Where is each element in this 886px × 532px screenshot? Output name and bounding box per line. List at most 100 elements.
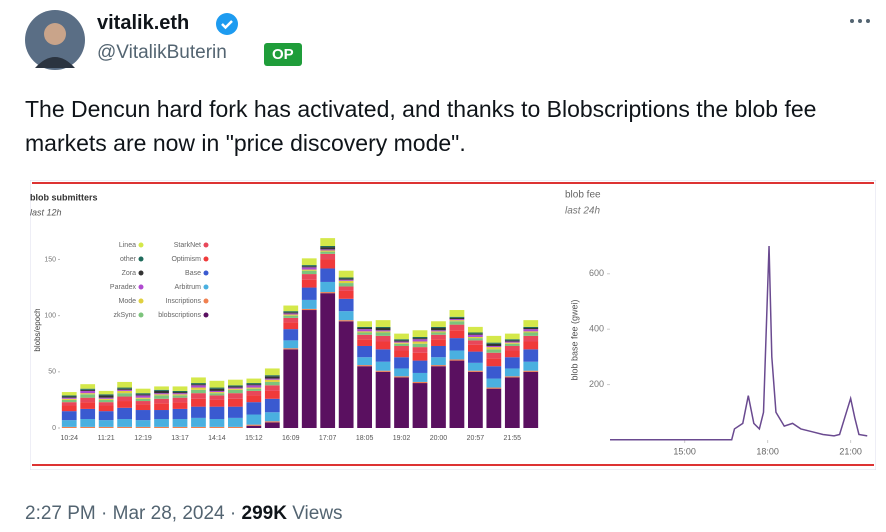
fee-line <box>610 246 868 441</box>
bar-segment <box>468 326 483 333</box>
bar-segment <box>191 393 206 399</box>
bar-segment <box>486 349 502 353</box>
bar-segment <box>98 399 114 403</box>
bar-segment <box>154 398 169 404</box>
x-tick-label: 21:55 <box>504 435 522 442</box>
bar-segment <box>375 371 391 428</box>
legend-label: Mode <box>118 298 136 305</box>
display-name[interactable]: vitalik.eth <box>97 12 190 34</box>
bar-segment <box>80 388 96 390</box>
bar-segment <box>394 341 409 343</box>
bar-segment <box>301 269 317 271</box>
bar-segment <box>172 392 188 394</box>
bar-segment <box>523 328 539 330</box>
chart-image[interactable]: blob submitters last 12h blobs/epoch 0 50 100… <box>30 180 876 470</box>
y-axis-label: blobs/epoch <box>33 308 42 351</box>
bar-segment <box>468 333 483 335</box>
bar-segment <box>504 350 520 358</box>
bar-segment <box>504 341 520 343</box>
bar-segment <box>283 311 299 313</box>
bar-segment <box>504 342 520 344</box>
x-tick-label: 15:00 <box>673 446 696 456</box>
bar-segment <box>117 389 132 391</box>
bar-segment <box>301 274 317 280</box>
bar-segment <box>246 425 262 428</box>
bar-segment <box>449 338 465 351</box>
legend-label: blobscriptions <box>158 312 201 319</box>
bar-segment <box>523 335 539 342</box>
bar-segment <box>449 319 465 321</box>
bar-segment <box>135 394 151 396</box>
bar-segment <box>468 336 483 339</box>
bar-segment <box>394 342 409 344</box>
more-menu[interactable] <box>846 14 876 28</box>
bar-segment <box>449 320 465 322</box>
bar-segment <box>486 342 502 344</box>
bar-segment <box>468 338 483 341</box>
bar-segment <box>375 326 391 329</box>
bar-segment <box>449 359 465 361</box>
legend-label: Base <box>185 270 201 277</box>
bar-segment <box>412 381 428 384</box>
legend-label: StarkNet <box>174 242 201 249</box>
x-tick-label: 16:09 <box>282 435 300 442</box>
bar-segment <box>135 410 151 421</box>
bar-segment <box>431 321 446 327</box>
bar-segment <box>412 336 428 339</box>
bar-segment <box>246 395 262 403</box>
bar-segment <box>283 349 299 428</box>
bar-segment <box>394 345 409 351</box>
bar-segment <box>117 381 132 388</box>
bar-segment <box>264 390 280 399</box>
bar-segment <box>154 389 169 391</box>
bar-segment <box>449 316 465 318</box>
bar-segment <box>338 283 354 287</box>
bar-segment <box>191 384 206 386</box>
bar-segment <box>283 313 299 315</box>
bar-segment <box>228 385 243 387</box>
bar-segment <box>301 287 317 300</box>
bar-segment <box>209 390 225 393</box>
bar-segment <box>357 345 372 358</box>
bar-segment <box>412 339 428 342</box>
bar-segment <box>117 393 132 397</box>
bar-segment <box>301 270 317 275</box>
bar-segment <box>486 343 502 346</box>
bar-segment <box>98 426 114 428</box>
bar-segment <box>338 290 354 299</box>
bar-segment <box>80 408 96 420</box>
bar-segment <box>191 406 206 418</box>
bar-segment <box>320 281 336 293</box>
handle[interactable]: @VitalikButerin <box>97 42 227 63</box>
legend-swatch <box>138 284 144 290</box>
bar-segment <box>191 377 206 384</box>
y-axis-label: blob base fee (gwei) <box>569 299 579 380</box>
bar-segment <box>191 387 206 390</box>
bar-segment <box>246 388 262 391</box>
bar-segment <box>431 331 446 333</box>
bar-segment <box>523 326 539 329</box>
bar-segment <box>357 334 372 340</box>
bar-segment <box>191 398 206 407</box>
legend-swatch <box>203 256 209 262</box>
verified-badge <box>216 13 238 35</box>
bar-segment <box>80 397 96 403</box>
legend-label: other <box>120 256 137 263</box>
bar-segment <box>117 387 132 389</box>
bar-segment <box>80 384 96 389</box>
bar-segment <box>172 390 188 393</box>
bar-segment <box>412 383 428 428</box>
y-tick-label: 100 <box>44 312 56 319</box>
bar-segment <box>283 329 299 341</box>
bar-segment <box>172 386 188 391</box>
timestamp[interactable]: 2:27 PM · Mar 28, 2024 <box>25 503 225 524</box>
bar-segment <box>523 349 539 362</box>
bar-segment <box>264 412 280 422</box>
avatar[interactable] <box>25 10 85 70</box>
legend-label: Optimism <box>171 256 201 263</box>
bar-segment <box>117 390 132 394</box>
bar-segment <box>246 414 262 425</box>
bar-segment <box>320 253 336 260</box>
bar-segment <box>431 365 446 367</box>
bar-segment <box>338 298 354 312</box>
